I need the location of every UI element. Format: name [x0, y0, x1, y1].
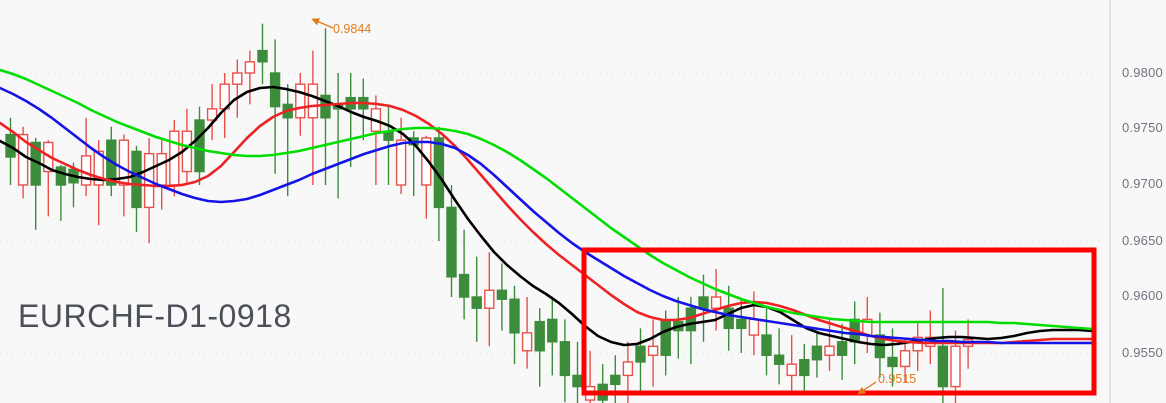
candlestick	[521, 297, 533, 369]
candlestick	[635, 328, 646, 396]
candlestick	[458, 229, 470, 320]
candlestick	[232, 59, 243, 118]
candlestick	[723, 285, 734, 351]
candlestick	[811, 330, 823, 378]
candlestick	[194, 106, 205, 185]
candlestick	[547, 297, 558, 376]
candlestick	[206, 84, 218, 141]
series-MA-red	[0, 101, 1094, 345]
candlestick	[257, 23, 268, 85]
candlestick	[471, 256, 482, 342]
high-annotation-arrow	[311, 18, 334, 29]
price-axis-label: 0.9550	[1122, 345, 1163, 360]
candlestick	[899, 339, 911, 383]
candlestick	[799, 344, 810, 392]
candlestick	[307, 50, 319, 185]
candlestick	[647, 319, 659, 387]
price-axis-label: 0.9600	[1122, 288, 1163, 303]
candlestick	[244, 50, 256, 105]
price-axis-label: 0.9750	[1122, 120, 1163, 135]
high-annotation-label: 0.9844	[333, 22, 372, 36]
candlestick	[610, 355, 621, 403]
low-annotation-arrow	[857, 381, 877, 395]
candlestick	[559, 319, 571, 403]
candlestick	[446, 185, 457, 297]
candlestick	[421, 135, 432, 219]
candlestick	[786, 335, 797, 393]
candlestick	[950, 330, 961, 403]
price-axis-label: 0.9650	[1122, 233, 1163, 248]
series-MA-blue	[0, 86, 1094, 345]
candlestick	[824, 319, 835, 371]
price-axis-label: 0.9700	[1122, 176, 1163, 191]
candlestick	[131, 145, 142, 233]
candlestick	[509, 285, 520, 365]
candlestick	[937, 288, 949, 403]
candlestick	[295, 73, 306, 136]
series-MA-green	[0, 68, 1094, 331]
candlestick	[534, 308, 545, 387]
candlestick	[55, 164, 67, 221]
candlestick	[773, 328, 785, 385]
candlestick	[484, 252, 495, 347]
price-axis-label: 0.9800	[1122, 65, 1163, 80]
candlestick	[761, 308, 772, 376]
candlestick	[622, 341, 634, 403]
candlestick	[433, 126, 445, 241]
candlestick	[118, 134, 130, 217]
low-annotation-label: 0.9515	[878, 372, 917, 386]
candlestick	[496, 263, 508, 331]
candlestick	[269, 39, 281, 174]
consolidation-range-box	[581, 247, 1097, 396]
